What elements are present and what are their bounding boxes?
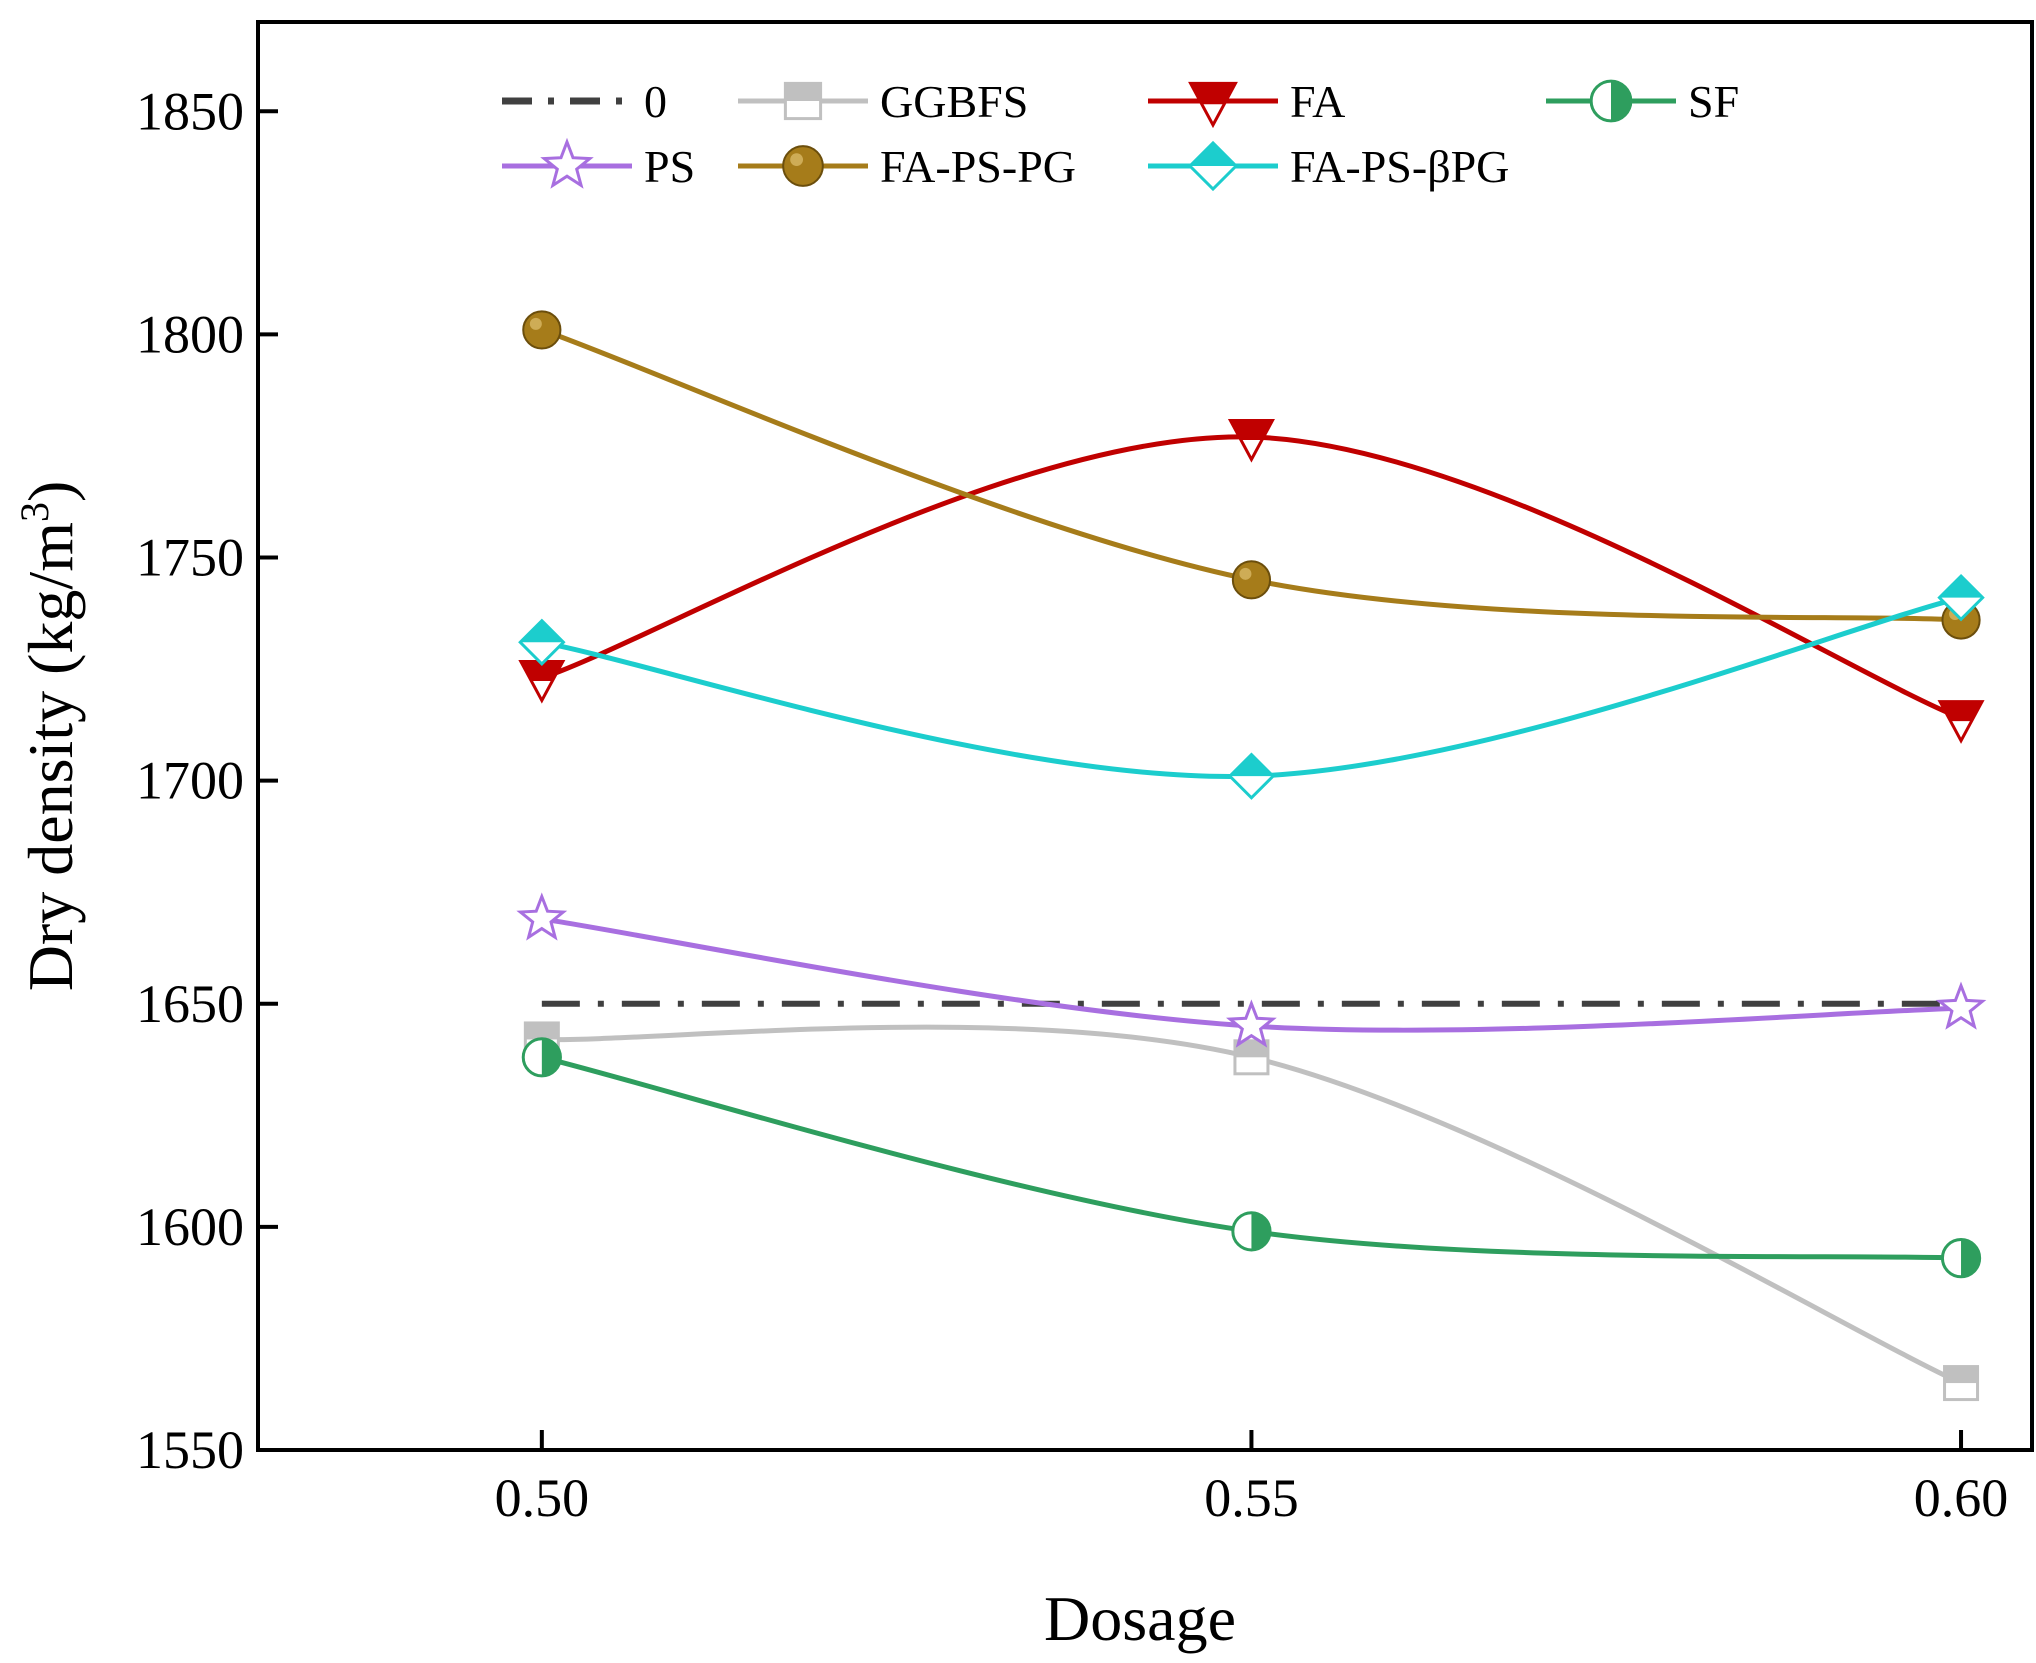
data-point-shine bbox=[529, 317, 542, 330]
data-point bbox=[1935, 981, 1987, 1030]
legend-item: FA-PS-βPG bbox=[1148, 140, 1509, 192]
legend-marker bbox=[782, 145, 824, 187]
x-tick-label: 0.50 bbox=[495, 1468, 590, 1528]
legend-marker-shine bbox=[790, 153, 803, 167]
data-point bbox=[1231, 560, 1272, 600]
axes: 1550 1600 1650 1700 1750 1800 1850 0.50 0.55 0.60 bbox=[136, 81, 2008, 1528]
legend-marker-fill bbox=[785, 83, 821, 101]
data-point-shine bbox=[1239, 567, 1252, 580]
series-line bbox=[541, 595, 1962, 779]
x-tick-label: 0.60 bbox=[1914, 1468, 2009, 1528]
data-point bbox=[522, 310, 562, 350]
y-tick-label: 1550 bbox=[136, 1420, 244, 1480]
legend-marker-fill bbox=[1189, 142, 1237, 166]
legend-marker bbox=[540, 137, 594, 189]
data-point-fill bbox=[525, 1022, 559, 1040]
legend: 0 GGBFS FA SF PS FA-PS-PG FA-PS-βPG bbox=[502, 76, 1739, 192]
data-point-fill bbox=[1961, 1239, 1980, 1277]
legend-item: FA bbox=[1148, 76, 1345, 129]
data-point-fill bbox=[1940, 701, 1983, 722]
legend-item: 0 bbox=[502, 76, 667, 127]
legend-marker-fill bbox=[1611, 81, 1631, 121]
y-tick-label: 1650 bbox=[136, 974, 244, 1034]
series-sf bbox=[521, 1037, 1982, 1279]
legend-marker-fill bbox=[1190, 83, 1236, 105]
legend-label: GGBFS bbox=[880, 76, 1028, 127]
data-point-fill bbox=[1230, 420, 1273, 441]
y-axis-title: Dry density (kg/m3) bbox=[12, 481, 86, 992]
y-tick-label: 1800 bbox=[136, 304, 244, 364]
legend-item: PS bbox=[502, 137, 695, 192]
data-point bbox=[1225, 999, 1277, 1048]
legend-label: FA-PS-PG bbox=[880, 141, 1076, 192]
x-tick-label: 0.55 bbox=[1204, 1468, 1299, 1528]
data-point-fill bbox=[1234, 1040, 1268, 1058]
legend-label: PS bbox=[644, 141, 695, 192]
legend-item: GGBFS bbox=[738, 76, 1028, 127]
plot-frame bbox=[256, 20, 2034, 1452]
data-point bbox=[516, 892, 568, 941]
series-lines bbox=[516, 310, 1987, 1402]
legend-item: FA-PS-PG bbox=[738, 141, 1076, 192]
data-point-fill bbox=[541, 1038, 561, 1076]
series-ps bbox=[516, 892, 1987, 1048]
series-fa-ps-pg bbox=[518, 573, 1985, 800]
x-axis-title: Dosage bbox=[1044, 1583, 1236, 1654]
y-tick-label: 1750 bbox=[136, 528, 244, 588]
legend-label: 0 bbox=[644, 76, 667, 127]
series-line bbox=[541, 1024, 1963, 1386]
y-tick-label: 1850 bbox=[136, 81, 244, 141]
data-point-fill bbox=[1944, 1366, 1978, 1384]
data-point-fill bbox=[1939, 576, 1983, 598]
legend-label: SF bbox=[1688, 76, 1739, 127]
legend-item: SF bbox=[1546, 76, 1739, 127]
legend-label: FA bbox=[1290, 76, 1345, 127]
data-point-fill bbox=[520, 661, 563, 681]
y-tick-label: 1700 bbox=[136, 751, 244, 811]
data-point-fill bbox=[520, 620, 564, 643]
data-point-fill bbox=[1251, 1212, 1270, 1250]
legend-label: FA-PS-βPG bbox=[1290, 141, 1509, 192]
data-point-fill bbox=[1229, 754, 1274, 777]
y-tick-label: 1600 bbox=[136, 1197, 244, 1257]
series-fa bbox=[518, 419, 1985, 744]
